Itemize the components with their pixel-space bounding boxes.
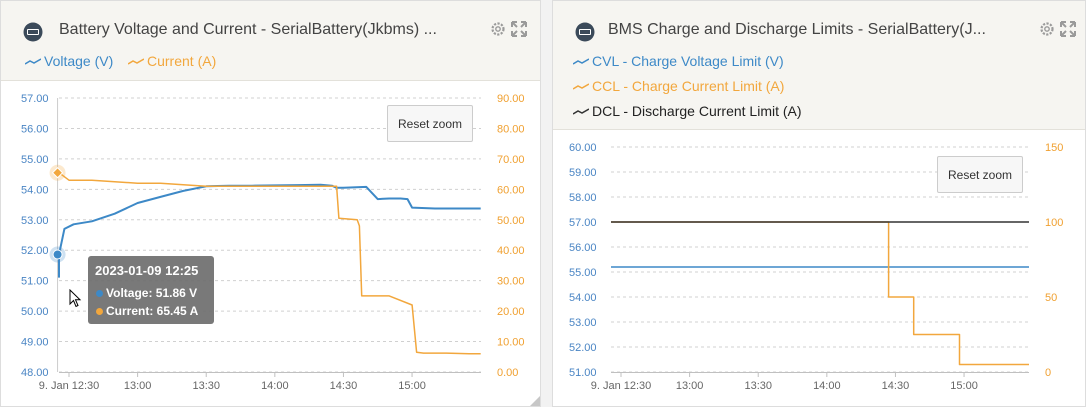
- line-series-icon: [24, 58, 42, 65]
- y-left-tick-label: 52.00: [569, 342, 597, 354]
- y-right-tick-label: 150: [1045, 142, 1063, 154]
- y-right-tick-label: 80.00: [497, 123, 525, 135]
- series-line-0: [58, 183, 481, 278]
- y-left-tick-label: 52.00: [21, 245, 49, 257]
- legend-voltage[interactable]: Voltage (V): [24, 53, 114, 69]
- legend-ccl[interactable]: CCL - Charge Current Limit (A): [572, 78, 785, 94]
- x-tick-label: 9. Jan 12:30: [591, 380, 652, 392]
- left-chart-panel: Battery Voltage and Current - SerialBatt…: [0, 0, 541, 407]
- battery-device-icon: [23, 22, 43, 42]
- y-right-tick-label: 40.00: [497, 245, 525, 257]
- gear-icon[interactable]: [1038, 20, 1056, 38]
- current-hover-marker: [51, 167, 64, 179]
- y-left-tick-label: 57.00: [569, 217, 597, 229]
- tooltip-voltage-text: Voltage: 51.86 V: [106, 286, 198, 300]
- voltage-dot: [96, 290, 103, 298]
- line-series-icon: [127, 58, 145, 65]
- line-series-icon: [572, 83, 590, 90]
- charge-limits-chart[interactable]: 51.00 52.00 53.00 54.00 55.00 56.00 57.00 58.00…: [553, 1, 1086, 407]
- tooltip-voltage-row: Voltage: 51.86 V: [96, 286, 197, 300]
- legend-cvl[interactable]: CVL - Charge Voltage Limit (V): [572, 53, 784, 69]
- x-tick-label: 13:30: [192, 380, 220, 392]
- voltage-hover-marker: [52, 249, 63, 260]
- reset-zoom-button[interactable]: Reset zoom: [387, 105, 473, 142]
- resize-corner[interactable]: [530, 396, 540, 406]
- y-left-tick-label: 60.00: [569, 142, 597, 154]
- x-tick-label: 13:00: [676, 380, 704, 392]
- y-left-tick-label: 53.00: [21, 215, 49, 227]
- y-left-tick-label: 49.00: [21, 337, 49, 349]
- expand-icon[interactable]: [1059, 20, 1077, 38]
- y-left-tick-label: 48.00: [21, 367, 49, 379]
- y-right-tick-label: 10.00: [497, 337, 525, 349]
- y-left-tick-label: 54.00: [569, 292, 597, 304]
- reset-zoom-button[interactable]: Reset zoom: [937, 156, 1023, 193]
- x-tick-label: 14:00: [261, 380, 289, 392]
- series-line-1: [611, 221, 1029, 366]
- y-left-tick-label: 54.00: [21, 184, 49, 196]
- y-right-tick-label: 20.00: [497, 306, 525, 318]
- battery-device-icon: [575, 22, 595, 42]
- right-panel-title: BMS Charge and Discharge Limits - Serial…: [608, 21, 986, 38]
- tooltip-date: 2023-01-09 12:25: [95, 263, 199, 278]
- line-series-icon: [572, 108, 590, 115]
- line-series-icon: [572, 58, 590, 65]
- y-right-tick-label: 50: [1045, 292, 1057, 304]
- right-panel-header: [553, 1, 1085, 130]
- y-right-tick-label: 70.00: [497, 154, 525, 166]
- chart-tooltip: 2023-01-09 12:25 Voltage: 51.86 V Curren…: [88, 256, 214, 324]
- legend-cvl-label: CVL - Charge Voltage Limit (V): [592, 53, 784, 69]
- y-left-tick-label: 50.00: [21, 306, 49, 318]
- x-tick-label: 15:00: [950, 380, 978, 392]
- right-chart-panel: BMS Charge and Discharge Limits - Serial…: [552, 0, 1086, 407]
- y-right-tick-label: 90.00: [497, 93, 525, 105]
- y-left-tick-label: 56.00: [569, 242, 597, 254]
- left-panel-title: Battery Voltage and Current - SerialBatt…: [59, 21, 437, 38]
- mouse-cursor-icon: [69, 289, 82, 308]
- legend-dcl[interactable]: DCL - Discharge Current Limit (A): [572, 103, 802, 119]
- current-dot: [96, 308, 103, 316]
- left-panel-header: [1, 1, 540, 81]
- x-tick-label: 14:30: [330, 380, 358, 392]
- y-right-tick-label: 60.00: [497, 184, 525, 196]
- gear-icon[interactable]: [489, 20, 507, 38]
- y-left-tick-label: 55.00: [21, 154, 49, 166]
- y-left-tick-label: 55.00: [569, 267, 597, 279]
- y-left-tick-label: 58.00: [569, 192, 597, 204]
- tooltip-current-text: Current: 65.45 A: [106, 304, 199, 318]
- y-right-tick-label: 0: [1045, 367, 1051, 379]
- expand-icon[interactable]: [510, 20, 528, 38]
- x-tick-label: 14:30: [882, 380, 910, 392]
- x-tick-label: 13:00: [124, 380, 152, 392]
- tooltip-current-row: Current: 65.45 A: [96, 304, 198, 318]
- legend-dcl-label: DCL - Discharge Current Limit (A): [592, 103, 802, 119]
- y-right-tick-label: 100: [1045, 217, 1063, 229]
- legend-voltage-label: Voltage (V): [44, 53, 114, 69]
- x-tick-label: 9. Jan 12:30: [39, 380, 100, 392]
- y-right-tick-label: 0.00: [497, 367, 518, 379]
- x-tick-label: 15:00: [398, 380, 426, 392]
- y-left-tick-label: 51.00: [21, 276, 49, 288]
- y-left-tick-label: 57.00: [21, 93, 49, 105]
- y-right-tick-label: 50.00: [497, 215, 525, 227]
- y-left-tick-label: 51.00: [569, 367, 597, 379]
- voltage-current-chart[interactable]: 48.00 49.00 50.00 51.00 52.00 53.00 54.00 55.00…: [1, 1, 541, 407]
- legend-current-label: Current (A): [147, 53, 217, 69]
- y-left-tick-label: 56.00: [21, 123, 49, 135]
- legend-ccl-label: CCL - Charge Current Limit (A): [592, 78, 785, 94]
- x-tick-label: 14:00: [813, 380, 841, 392]
- y-left-tick-label: 59.00: [569, 167, 597, 179]
- y-left-tick-label: 53.00: [569, 317, 597, 329]
- x-tick-label: 13:30: [744, 380, 772, 392]
- series-line-1: [58, 172, 481, 355]
- y-right-tick-label: 30.00: [497, 276, 525, 288]
- legend-current[interactable]: Current (A): [127, 53, 217, 69]
